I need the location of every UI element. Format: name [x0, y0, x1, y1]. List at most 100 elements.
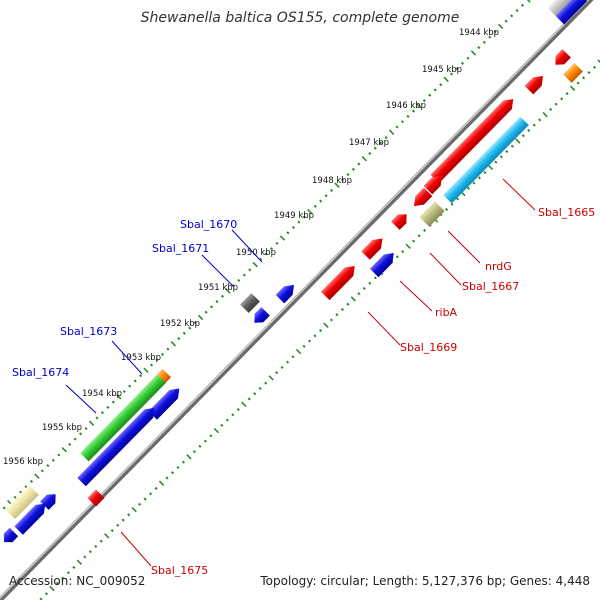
- inner-scale-tick: [368, 281, 372, 285]
- outer-scale-tick: [450, 72, 454, 76]
- gene-feature-cyan: [443, 116, 529, 204]
- gene-features: [3, 0, 589, 543]
- gene-label-sbal-1673[interactable]: Sbal_1673: [60, 325, 117, 338]
- outer-scale-tick: [340, 178, 345, 182]
- gene-label-riba[interactable]: ribA: [435, 306, 458, 319]
- inner-scale-tick: [165, 476, 169, 480]
- inner-scale-tick: [61, 576, 65, 580]
- inner-scale-tick: [592, 65, 597, 69]
- inner-scale-tick: [515, 138, 521, 144]
- inner-scale-tick: [291, 355, 295, 359]
- outer-scale-tick: [149, 363, 154, 367]
- gene-label-sbal-1674[interactable]: Sbal_1674: [12, 366, 69, 379]
- inner-scale-tick: [94, 544, 98, 548]
- inner-scale-tick: [417, 234, 421, 238]
- inner-scale-tick: [295, 348, 302, 355]
- outer-scale-tick: [406, 114, 410, 118]
- outer-scale-tick: [279, 235, 286, 241]
- outer-scale-tick: [24, 485, 28, 489]
- kbp-label: 1953 kbp: [121, 353, 161, 363]
- gene-feature-gray: [240, 293, 260, 313]
- outer-scale-tick: [477, 46, 481, 50]
- outer-scale-tick: [84, 426, 88, 431]
- outer-scale-tick: [319, 199, 323, 203]
- inner-scale-tick: [203, 439, 207, 443]
- inner-scale-tick: [154, 486, 158, 491]
- outer-scale-tick: [466, 56, 470, 60]
- outer-scale-tick: [61, 446, 67, 453]
- blue-leader-lines: [65, 229, 263, 414]
- inner-scale-tick: [401, 249, 405, 254]
- outer-scale-tick: [166, 347, 170, 351]
- outer-scale-tick: [182, 331, 186, 335]
- gene-label-sbal-1665[interactable]: Sbal_1665: [538, 206, 595, 219]
- outer-scale-tick: [520, 3, 525, 7]
- outer-scale-tick: [88, 420, 95, 426]
- outer-scale-tick: [225, 288, 231, 294]
- inner-scale-tick: [444, 207, 449, 211]
- inner-scale-tick: [209, 434, 213, 438]
- outer-scale-tick: [252, 261, 258, 268]
- inner-scale-tick: [49, 585, 55, 592]
- outer-scale-tick: [209, 305, 214, 309]
- outer-scale-tick: [197, 314, 204, 321]
- gene-feature-blue: [254, 307, 270, 323]
- outer-scale-tick: [493, 30, 497, 34]
- inner-scale-tick: [268, 375, 274, 381]
- outer-scale-tick: [133, 379, 137, 383]
- gene-label-group: Sbal_1665 nrdG Sbal_1667 ribA Sbal_1669 …: [12, 206, 595, 577]
- outer-scale-tick: [361, 156, 367, 162]
- inner-scale-tick: [499, 155, 503, 159]
- inner-scale-tick: [302, 344, 306, 348]
- kbp-label: 1954 kbp: [82, 389, 122, 399]
- gene-label-sbal-1671[interactable]: Sbal_1671: [152, 242, 209, 255]
- kbp-label: 1951 kbp: [198, 283, 238, 293]
- map-title: Shewanella baltica OS155, complete genom…: [140, 10, 460, 26]
- gene-feature-orange: [563, 63, 583, 83]
- inner-scale-tick: [362, 286, 366, 290]
- kbp-label: 1948 kbp: [312, 176, 352, 186]
- inner-scale-tick: [510, 144, 514, 148]
- inner-scale-tick: [275, 371, 279, 375]
- inner-scale-tick: [55, 581, 59, 585]
- gene-feature-red: [555, 49, 571, 65]
- inner-scale-tick: [170, 471, 175, 475]
- inner-scale-tick: [532, 123, 536, 127]
- gene-label-sbal-1675[interactable]: Sbal_1675: [151, 564, 208, 577]
- gene-label-sbal-1669[interactable]: Sbal_1669: [400, 341, 457, 354]
- outer-scale-tick: [264, 252, 268, 256]
- inner-scale-tick: [192, 450, 196, 454]
- outer-scale-tick: [504, 19, 508, 23]
- kbp-scale-labels: 1944 kbp 1945 kbp 1946 kbp 1947 kbp 1948 kbp…: [3, 28, 499, 467]
- inner-scale-tick: [335, 313, 339, 317]
- kbp-label: 1949 kbp: [274, 211, 314, 221]
- outer-scale-tick: [510, 14, 514, 18]
- gene-feature-blue: [275, 284, 295, 304]
- outer-scale-tick: [100, 411, 104, 415]
- inner-scale-tick: [357, 292, 361, 296]
- outer-scale-tick: [357, 162, 361, 166]
- inner-scale-tick: [477, 176, 481, 180]
- gene-label-nrdg[interactable]: nrdG: [485, 260, 512, 273]
- outer-scale-tick: [526, 0, 531, 3]
- gene-feature-blue: [555, 0, 589, 25]
- outer-scale-tick: [416, 103, 422, 109]
- inner-scale-tick: [213, 427, 220, 434]
- inner-scale-tick: [104, 533, 110, 539]
- inner-scale-tick: [346, 302, 350, 306]
- inner-scale-tick: [236, 407, 240, 412]
- inner-scale-tick: [186, 454, 192, 460]
- outer-scale-tick: [139, 374, 143, 378]
- gene-label-sbal-1670[interactable]: Sbal_1670: [180, 218, 237, 231]
- gene-label-sbal-1667[interactable]: Sbal_1667: [462, 280, 519, 293]
- inner-scale-tick: [158, 480, 165, 486]
- outer-scale-tick: [270, 247, 274, 251]
- inner-scale-tick: [350, 296, 357, 302]
- inner-scale-tick: [127, 513, 131, 517]
- inner-scale-tick: [225, 418, 229, 422]
- outer-scale-tick: [460, 61, 465, 66]
- outer-scale-tick: [68, 442, 72, 446]
- outer-scale-tick: [116, 394, 122, 400]
- gene-feature-red: [524, 75, 544, 95]
